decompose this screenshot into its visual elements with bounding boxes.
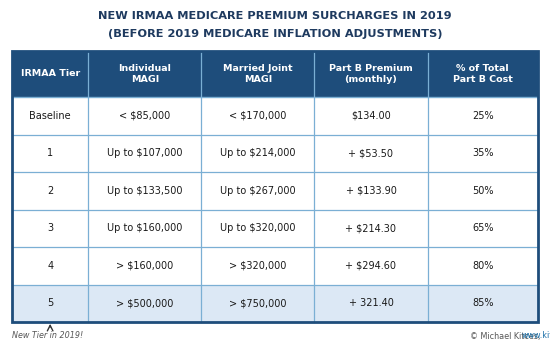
Text: + $294.60: + $294.60 <box>345 261 397 271</box>
Text: 35%: 35% <box>472 148 493 158</box>
Text: % of Total
Part B Cost: % of Total Part B Cost <box>453 64 513 84</box>
Text: > $500,000: > $500,000 <box>116 298 173 308</box>
Text: 25%: 25% <box>472 111 493 121</box>
Text: > $160,000: > $160,000 <box>116 261 173 271</box>
Text: Individual
MAGI: Individual MAGI <box>118 64 171 84</box>
Text: + 321.40: + 321.40 <box>349 298 393 308</box>
Bar <box>12 172 538 209</box>
Text: 5: 5 <box>47 298 53 308</box>
Text: + $214.30: + $214.30 <box>345 223 397 233</box>
Text: Baseline: Baseline <box>29 111 71 121</box>
Text: + $133.90: + $133.90 <box>345 186 397 196</box>
Text: Up to $214,000: Up to $214,000 <box>220 148 296 158</box>
Text: < $170,000: < $170,000 <box>229 111 287 121</box>
Text: > $750,000: > $750,000 <box>229 298 287 308</box>
Text: < $85,000: < $85,000 <box>119 111 170 121</box>
Bar <box>12 247 538 284</box>
Bar <box>12 51 538 97</box>
Text: 85%: 85% <box>472 298 493 308</box>
Text: © Michael Kitces,: © Michael Kitces, <box>470 332 543 341</box>
Text: Part B Premium
(monthly): Part B Premium (monthly) <box>329 64 413 84</box>
Text: 80%: 80% <box>472 261 493 271</box>
Bar <box>12 209 538 247</box>
Text: Up to $107,000: Up to $107,000 <box>107 148 183 158</box>
Text: Married Joint
MAGI: Married Joint MAGI <box>223 64 293 84</box>
Text: NEW IRMAA MEDICARE PREMIUM SURCHARGES IN 2019: NEW IRMAA MEDICARE PREMIUM SURCHARGES IN… <box>98 11 452 21</box>
Text: Up to $160,000: Up to $160,000 <box>107 223 183 233</box>
Text: 3: 3 <box>47 223 53 233</box>
Text: 65%: 65% <box>472 223 493 233</box>
Text: www.kitces.com: www.kitces.com <box>522 332 550 341</box>
Text: + $53.50: + $53.50 <box>349 148 393 158</box>
Text: Up to $133,500: Up to $133,500 <box>107 186 183 196</box>
Bar <box>12 97 538 134</box>
Bar <box>12 284 538 322</box>
Text: Up to $267,000: Up to $267,000 <box>220 186 296 196</box>
Text: 4: 4 <box>47 261 53 271</box>
Bar <box>12 51 538 322</box>
Text: 2: 2 <box>47 186 53 196</box>
Text: > $320,000: > $320,000 <box>229 261 287 271</box>
Text: IRMAA Tier: IRMAA Tier <box>20 69 80 79</box>
Text: 1: 1 <box>47 148 53 158</box>
Text: Up to $320,000: Up to $320,000 <box>220 223 296 233</box>
Text: (BEFORE 2019 MEDICARE INFLATION ADJUSTMENTS): (BEFORE 2019 MEDICARE INFLATION ADJUSTME… <box>108 29 442 39</box>
Text: $134.00: $134.00 <box>351 111 391 121</box>
Text: 50%: 50% <box>472 186 493 196</box>
Bar <box>12 134 538 172</box>
Text: New Tier in 2019!: New Tier in 2019! <box>12 332 83 341</box>
